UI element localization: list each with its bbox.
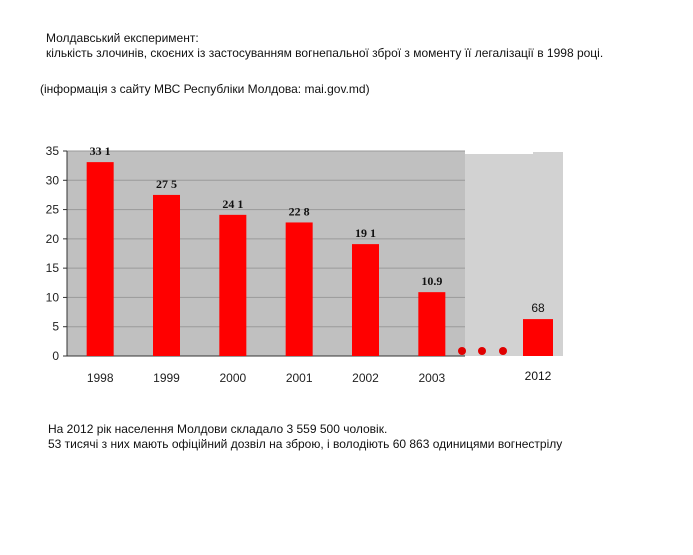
bar-value-label: 10.9 [421, 274, 442, 288]
y-tick-label: 30 [46, 173, 60, 187]
bar [285, 222, 313, 356]
y-tick-label: 10 [46, 290, 60, 304]
bar-value-label: 27 5 [156, 177, 177, 191]
bar-2012 [523, 319, 553, 356]
x-tick-label: 2003 [418, 371, 445, 385]
bar-value-label: 19 1 [355, 226, 376, 240]
y-tick-label: 35 [46, 144, 60, 158]
x-tick-label: 2001 [286, 371, 313, 385]
bar-value-label-2012: 68 [531, 301, 545, 315]
bar [153, 194, 180, 356]
footer-population: На 2012 рік населення Молдови складало 3… [48, 422, 388, 436]
x-tick-label: 2002 [352, 371, 379, 385]
bar [219, 214, 247, 356]
y-tick-label: 0 [52, 349, 59, 363]
plot-area-gap [465, 146, 533, 154]
x-tick-label: 2000 [219, 371, 246, 385]
y-tick-label: 25 [46, 203, 60, 217]
y-tick-label: 15 [46, 261, 60, 275]
y-tick-label: 20 [46, 232, 60, 246]
ellipsis-dot [478, 347, 486, 355]
y-tick-label: 5 [52, 320, 59, 334]
plot-area [67, 151, 465, 356]
ellipsis-dot [458, 347, 466, 355]
bar-value-label: 33 1 [90, 144, 111, 158]
x-tick-label: 1998 [87, 371, 114, 385]
bar-value-label: 22 8 [289, 204, 310, 218]
footer-permits: 53 тисячі з них мають офіційний дозвіл н… [48, 437, 563, 451]
ellipsis-dot [499, 347, 507, 355]
bar [418, 292, 446, 356]
header-title: Молдавський експеримент: [46, 31, 199, 45]
x-tick-label: 1999 [153, 371, 180, 385]
bar [352, 244, 379, 356]
bar-chart: 0 5 10 15 20 25 30 35 33 1 27 5 24 1 22 8 19 1 10.9 6… [46, 144, 563, 385]
source-note: (інформація з сайту МВС Республіки Молдо… [40, 82, 370, 96]
header-subtitle: кількість злочинів, скоєних із застосува… [46, 46, 604, 60]
x-tick-label-2012: 2012 [525, 369, 552, 383]
bar-value-label: 24 1 [222, 197, 243, 211]
bar [86, 162, 114, 356]
